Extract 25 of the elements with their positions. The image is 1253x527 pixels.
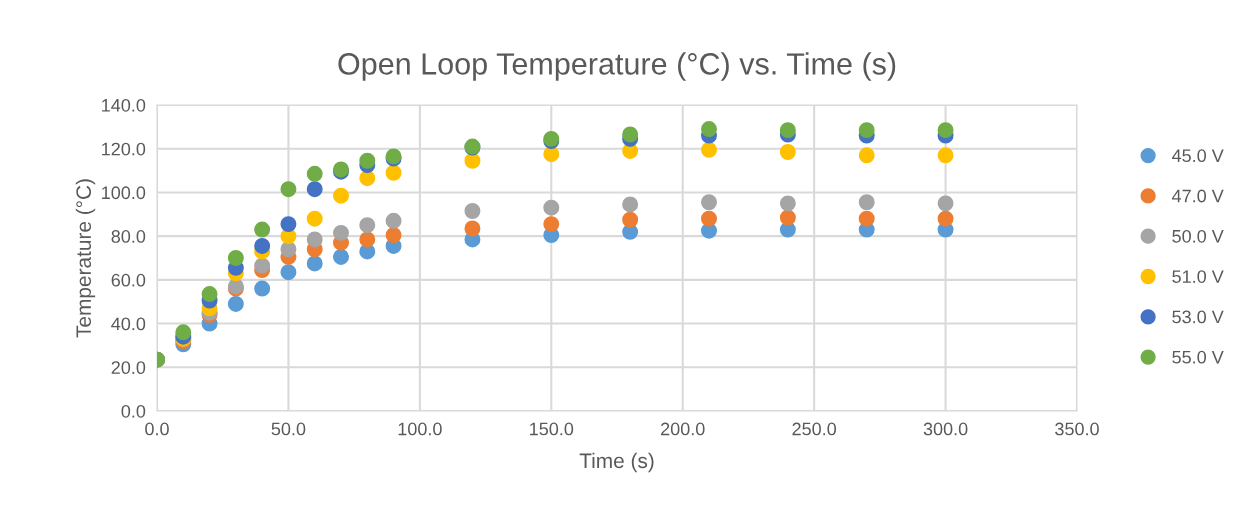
y-axis-title: Temperature (°C) (75, 179, 96, 338)
legend-label: 47.0 V (1171, 189, 1224, 203)
y-tick-label: 60.0 (111, 273, 146, 287)
y-tick-label: 80.0 (111, 230, 146, 243)
legend-label: 51.0 V (1172, 270, 1224, 283)
y-tick-label: 120.0 (102, 142, 146, 156)
x-tick-label: 250.0 (792, 422, 837, 436)
legend-label: 55.0 V (1172, 350, 1224, 364)
y-tick-label: 140.0 (102, 98, 146, 112)
y-tick-label: 40.0 (111, 317, 146, 331)
x-tick-label: 100.0 (398, 422, 442, 436)
x-tick-label: 350.0 (1055, 422, 1099, 436)
legend-label: 53.0 V (1172, 310, 1224, 324)
x-tick-label: 300.0 (923, 422, 968, 436)
legend-label: 45.0 V (1171, 149, 1224, 163)
y-tick-label: 0.0 (121, 404, 146, 418)
x-tick-label: 0.0 (145, 422, 169, 436)
chart-title: Open Loop Temperature (°C) vs. Time (s) (338, 52, 896, 81)
y-tick-label: 20.0 (111, 361, 146, 375)
y-tick-label: 100.0 (102, 186, 146, 200)
x-tick-label: 150.0 (530, 422, 574, 436)
x-tick-label: 200.0 (661, 422, 705, 436)
legend-label: 50.0 V (1172, 229, 1224, 243)
x-axis-title: Time (s) (579, 452, 654, 473)
x-tick-label: 50.0 (271, 422, 306, 436)
